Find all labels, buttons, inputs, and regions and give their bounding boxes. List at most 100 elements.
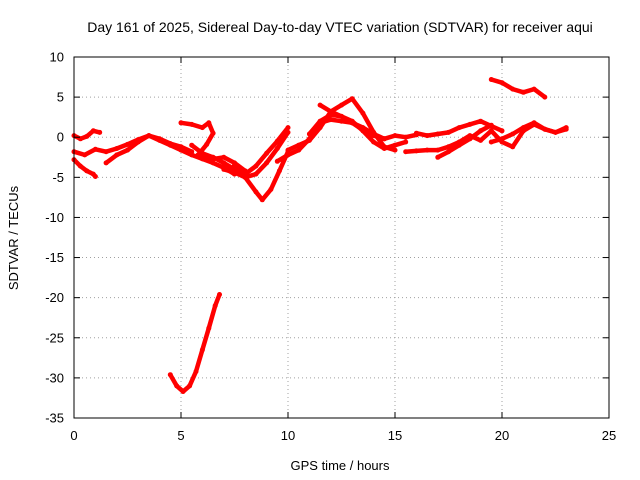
grid-lines: [74, 57, 609, 418]
x-tick-label: 5: [177, 428, 184, 443]
data-point: [232, 162, 237, 168]
data-point: [285, 129, 291, 135]
data-point: [84, 133, 90, 139]
x-axis-label: GPS time / hours: [291, 458, 390, 473]
y-tick-label: -35: [45, 411, 64, 426]
data-point: [92, 174, 98, 179]
series-arc-13: [317, 102, 387, 142]
x-tick-label: 15: [388, 428, 402, 443]
data-point: [306, 137, 312, 143]
data-point: [210, 154, 216, 160]
data-point: [531, 86, 537, 92]
y-tick-label: -20: [45, 290, 64, 305]
data-point: [92, 146, 98, 152]
data-point: [180, 389, 186, 394]
data-point: [488, 128, 494, 134]
data-point: [553, 129, 558, 135]
data-point: [424, 133, 430, 139]
data-point: [167, 372, 173, 378]
data-point: [467, 136, 473, 142]
data-point: [371, 133, 377, 139]
data-point: [210, 130, 216, 136]
y-tick-label: -15: [45, 250, 64, 265]
data-point: [488, 139, 494, 145]
data-point: [221, 160, 227, 166]
data-point: [317, 102, 323, 108]
data-point: [167, 142, 173, 148]
data-point: [174, 383, 180, 389]
data-point: [488, 77, 494, 82]
data-point: [371, 139, 377, 145]
data-point: [285, 147, 291, 153]
series-line-9: [275, 117, 419, 164]
data-point: [531, 120, 537, 126]
data-point: [253, 189, 259, 195]
series-line-8: [168, 292, 222, 394]
data-point: [542, 126, 548, 132]
data-point: [456, 125, 462, 131]
data-point: [285, 152, 291, 158]
data-point: [446, 144, 451, 150]
data-point: [189, 121, 195, 127]
data-point: [413, 148, 419, 154]
data-point: [199, 347, 205, 353]
series-arc-2: [71, 128, 103, 142]
data-point: [178, 120, 184, 126]
data-point: [125, 141, 130, 147]
data-point: [296, 142, 302, 148]
data-point: [232, 170, 237, 175]
data-point: [446, 149, 451, 155]
series-arc-15: [413, 118, 505, 139]
y-tick-label: -5: [52, 170, 64, 185]
data-point: [510, 131, 516, 137]
data-point: [193, 369, 199, 374]
data-point: [264, 150, 270, 156]
data-point: [392, 147, 398, 153]
data-point: [328, 109, 334, 115]
data-point: [178, 147, 184, 153]
y-axis-label: SDTVAR / TECUs: [6, 185, 21, 290]
data-point: [199, 150, 205, 156]
series-line-17: [489, 77, 548, 100]
data-point: [212, 303, 218, 309]
data-point: [242, 174, 248, 180]
data-point: [456, 142, 462, 148]
data-point: [135, 139, 141, 145]
data-point: [253, 163, 259, 169]
data-point: [499, 80, 505, 86]
data-point: [520, 125, 526, 131]
axis-ticks: 0 5 10 15 20 25 10 5 0 -5 -10 -15 -20 -25 -30 -35: [45, 50, 616, 444]
data-point: [349, 120, 355, 126]
data-point: [392, 133, 398, 139]
data-point: [349, 96, 355, 102]
data-point: [392, 142, 398, 148]
data-point: [306, 131, 312, 137]
data-point: [563, 125, 569, 131]
data-point: [381, 146, 387, 151]
data-point: [103, 149, 109, 155]
data-point: [488, 122, 494, 128]
data-point: [478, 128, 484, 134]
data-point: [381, 136, 387, 142]
data-point: [189, 152, 195, 158]
series-arc-1: [71, 157, 98, 179]
data-point: [274, 158, 280, 164]
data-point: [189, 142, 195, 148]
data-point: [204, 141, 210, 147]
data-point: [328, 117, 334, 123]
data-point: [413, 130, 419, 136]
y-tick-label: -10: [45, 210, 64, 225]
x-tick-label: 10: [281, 428, 295, 443]
data-point: [435, 147, 441, 153]
data-point: [424, 147, 430, 153]
y-tick-label: 10: [50, 50, 64, 65]
data-point: [221, 166, 227, 172]
y-tick-label: -30: [45, 370, 64, 385]
data-point: [339, 102, 344, 108]
data-point: [125, 147, 130, 153]
series-arc-10: [274, 117, 419, 164]
data-point: [259, 197, 265, 203]
data-point: [403, 149, 409, 155]
series-arc-8: [221, 129, 291, 180]
